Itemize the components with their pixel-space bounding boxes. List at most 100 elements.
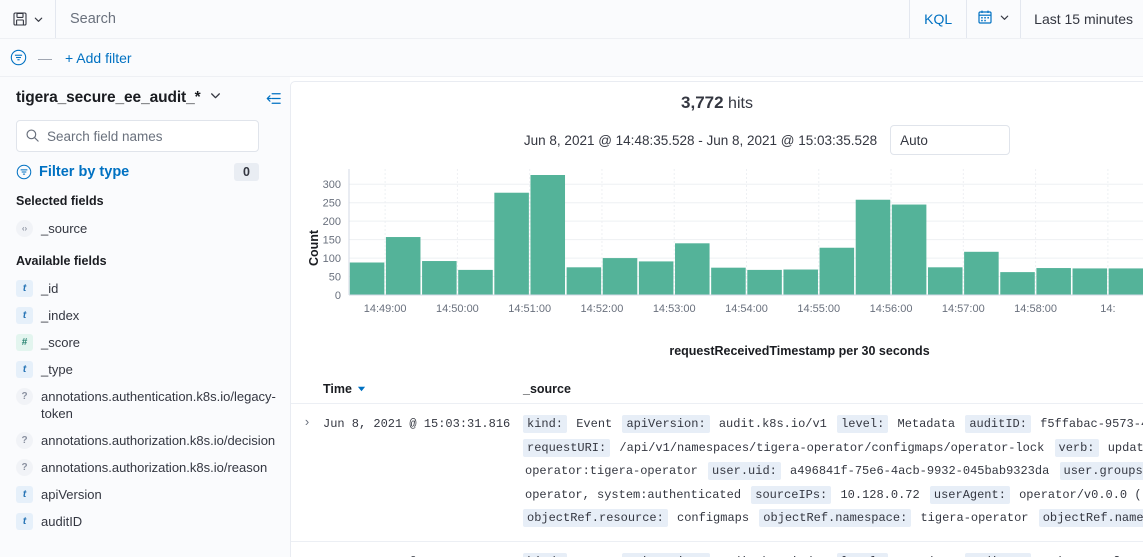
source-field-value: configmaps	[669, 511, 757, 525]
x-tick-label: 14:53:00	[653, 303, 696, 315]
histogram-bar[interactable]	[494, 192, 529, 295]
histogram-bar[interactable]	[385, 237, 421, 295]
field-item[interactable]: # _score	[16, 329, 274, 356]
field-item[interactable]: t auditID	[16, 508, 274, 535]
field-type-icon: ?	[16, 388, 33, 405]
sort-descending-icon[interactable]	[357, 382, 366, 396]
source-line: kind: Event apiVersion: audit.k8s.io/v1 …	[523, 551, 1143, 557]
documents-rows: › Jun 8, 2021 @ 15:03:31.816 kind: Event a…	[291, 404, 1143, 557]
source-field-key: objectRef.name:	[1038, 509, 1143, 527]
filter-options-icon[interactable]	[8, 47, 29, 68]
add-filter-button[interactable]: + Add filter	[65, 49, 132, 66]
field-item[interactable]: t apiVersion	[16, 481, 274, 508]
source-line: operator, system:authenticated sourceIPs…	[523, 484, 1143, 508]
histogram-chart: Count 0 50 100 150 200 250 300 14:49:00 14:50:00…	[291, 163, 1143, 338]
field-type-icon: #	[16, 334, 33, 351]
source-field-value: operator:tigera-operator	[525, 464, 706, 478]
source-field-key: sourceIPs:	[751, 485, 832, 504]
y-tick-label: 50	[329, 272, 341, 284]
chevron-down-icon	[33, 14, 44, 25]
source-field-key: user.uid:	[708, 462, 781, 480]
field-item[interactable]: t _type	[16, 356, 274, 383]
field-item[interactable]: t _index	[16, 302, 274, 329]
table-row[interactable]: › Jun 8, 2021 @ 15:03:31.805kind: Event a…	[291, 542, 1143, 557]
source-field-value: operator, system:authenticated	[525, 487, 749, 502]
field-search-input[interactable]	[16, 120, 259, 152]
histogram-bar[interactable]	[819, 247, 855, 295]
field-item[interactable]: ‹› _source	[16, 215, 274, 242]
expand-row-cell[interactable]: ›	[291, 551, 323, 557]
field-type-icon: ?	[16, 459, 33, 476]
field-sidebar: tigera_secure_ee_audit_*	[0, 77, 290, 557]
expand-row-cell[interactable]: ›	[291, 413, 323, 531]
collapse-sidebar-icon[interactable]	[265, 90, 282, 107]
filter-by-type-button[interactable]: Filter by type	[39, 164, 130, 180]
field-type-icon: t	[16, 280, 33, 297]
hits-label: hits	[728, 95, 753, 112]
interval-select[interactable]: Auto	[890, 125, 1011, 155]
row-timestamp: Jun 8, 2021 @ 15:03:31.805	[323, 551, 523, 557]
histogram-bar[interactable]	[711, 267, 746, 295]
histogram-bar[interactable]	[458, 269, 493, 295]
x-tick-label: 14:55:00	[797, 303, 840, 315]
field-item[interactable]: t _id	[16, 275, 274, 302]
histogram-bar[interactable]	[1000, 272, 1035, 295]
histogram-bar[interactable]	[783, 269, 818, 295]
histogram-bar[interactable]	[964, 251, 999, 295]
histogram-bar[interactable]	[891, 204, 927, 295]
interval-value: Auto	[900, 132, 928, 148]
source-field-key: kind:	[523, 552, 568, 557]
source-field-key: auditID:	[965, 415, 1031, 433]
filter-by-type-row: Filter by type 0	[16, 163, 259, 181]
expand-row-icon[interactable]: ›	[305, 552, 309, 557]
filter-bar-separator: —	[38, 49, 52, 66]
kql-language-button[interactable]: KQL	[909, 0, 967, 38]
expand-column-header	[291, 382, 323, 396]
field-type-icon: ‹›	[16, 220, 33, 237]
search-input[interactable]	[70, 11, 910, 27]
chart-time-range: Jun 8, 2021 @ 14:48:35.528 - Jun 8, 2021…	[523, 132, 878, 148]
source-line: kind: Event apiVersion: audit.k8s.io/v1 …	[523, 413, 1143, 437]
field-name: auditID	[41, 514, 83, 529]
histogram-bar[interactable]	[1108, 268, 1143, 295]
histogram-bar[interactable]	[1072, 268, 1108, 295]
field-name: _type	[41, 362, 73, 377]
histogram-bar[interactable]	[1036, 268, 1071, 295]
histogram-bar[interactable]	[855, 199, 891, 295]
histogram-bar[interactable]	[675, 243, 710, 295]
field-type-icon: ?	[16, 432, 33, 449]
saved-query-button[interactable]	[0, 0, 56, 38]
histogram-bar[interactable]	[566, 267, 602, 295]
calendar-icon	[977, 9, 993, 30]
histogram-bar[interactable]	[602, 258, 638, 295]
date-picker-quick-button[interactable]	[966, 0, 1022, 38]
histogram-bar[interactable]	[530, 175, 566, 295]
discover-body: tigera_secure_ee_audit_*	[0, 77, 1143, 557]
source-column-header[interactable]: _source	[523, 382, 571, 396]
field-type-icon: t	[16, 361, 33, 378]
histogram-bar[interactable]	[638, 261, 674, 295]
histogram-bar[interactable]	[747, 269, 782, 295]
time-column-header[interactable]: Time	[323, 382, 523, 396]
x-tick-label: 14:54:00	[725, 303, 768, 315]
field-item[interactable]: ? annotations.authorization.k8s.io/decisi…	[16, 427, 275, 454]
source-field-key: user.groups:	[1059, 462, 1143, 480]
expand-row-icon[interactable]: ›	[304, 414, 310, 429]
x-tick-label: 14:52:00	[581, 303, 624, 315]
chevron-down-icon	[999, 10, 1010, 28]
row-timestamp: Jun 8, 2021 @ 15:03:31.816	[323, 417, 511, 431]
available-fields-list: t _id t _index # _score t _type? annotations.aut…	[16, 275, 276, 535]
histogram-bar[interactable]	[349, 262, 385, 295]
date-range-button[interactable]: Last 15 minutes	[1021, 0, 1143, 38]
table-row[interactable]: › Jun 8, 2021 @ 15:03:31.816 kind: Event a…	[291, 404, 1143, 542]
y-tick-label: 0	[335, 290, 341, 302]
index-pattern-selector[interactable]: tigera_secure_ee_audit_*	[16, 89, 274, 107]
filter-options-icon[interactable]	[16, 164, 32, 180]
field-item[interactable]: ? annotations.authorization.k8s.io/reason	[16, 454, 274, 481]
histogram-svg[interactable]: 0 50 100 150 200 250 300 14:49:00 14:50:00 14:51:…	[291, 163, 1143, 323]
field-item[interactable]: ? annotations.authentication.k8s.io/legac…	[16, 383, 276, 427]
histogram-bar[interactable]	[422, 261, 457, 295]
source-field-key: apiVersion:	[622, 552, 710, 557]
histogram-bar[interactable]	[927, 267, 963, 295]
search-input-container	[56, 0, 910, 38]
